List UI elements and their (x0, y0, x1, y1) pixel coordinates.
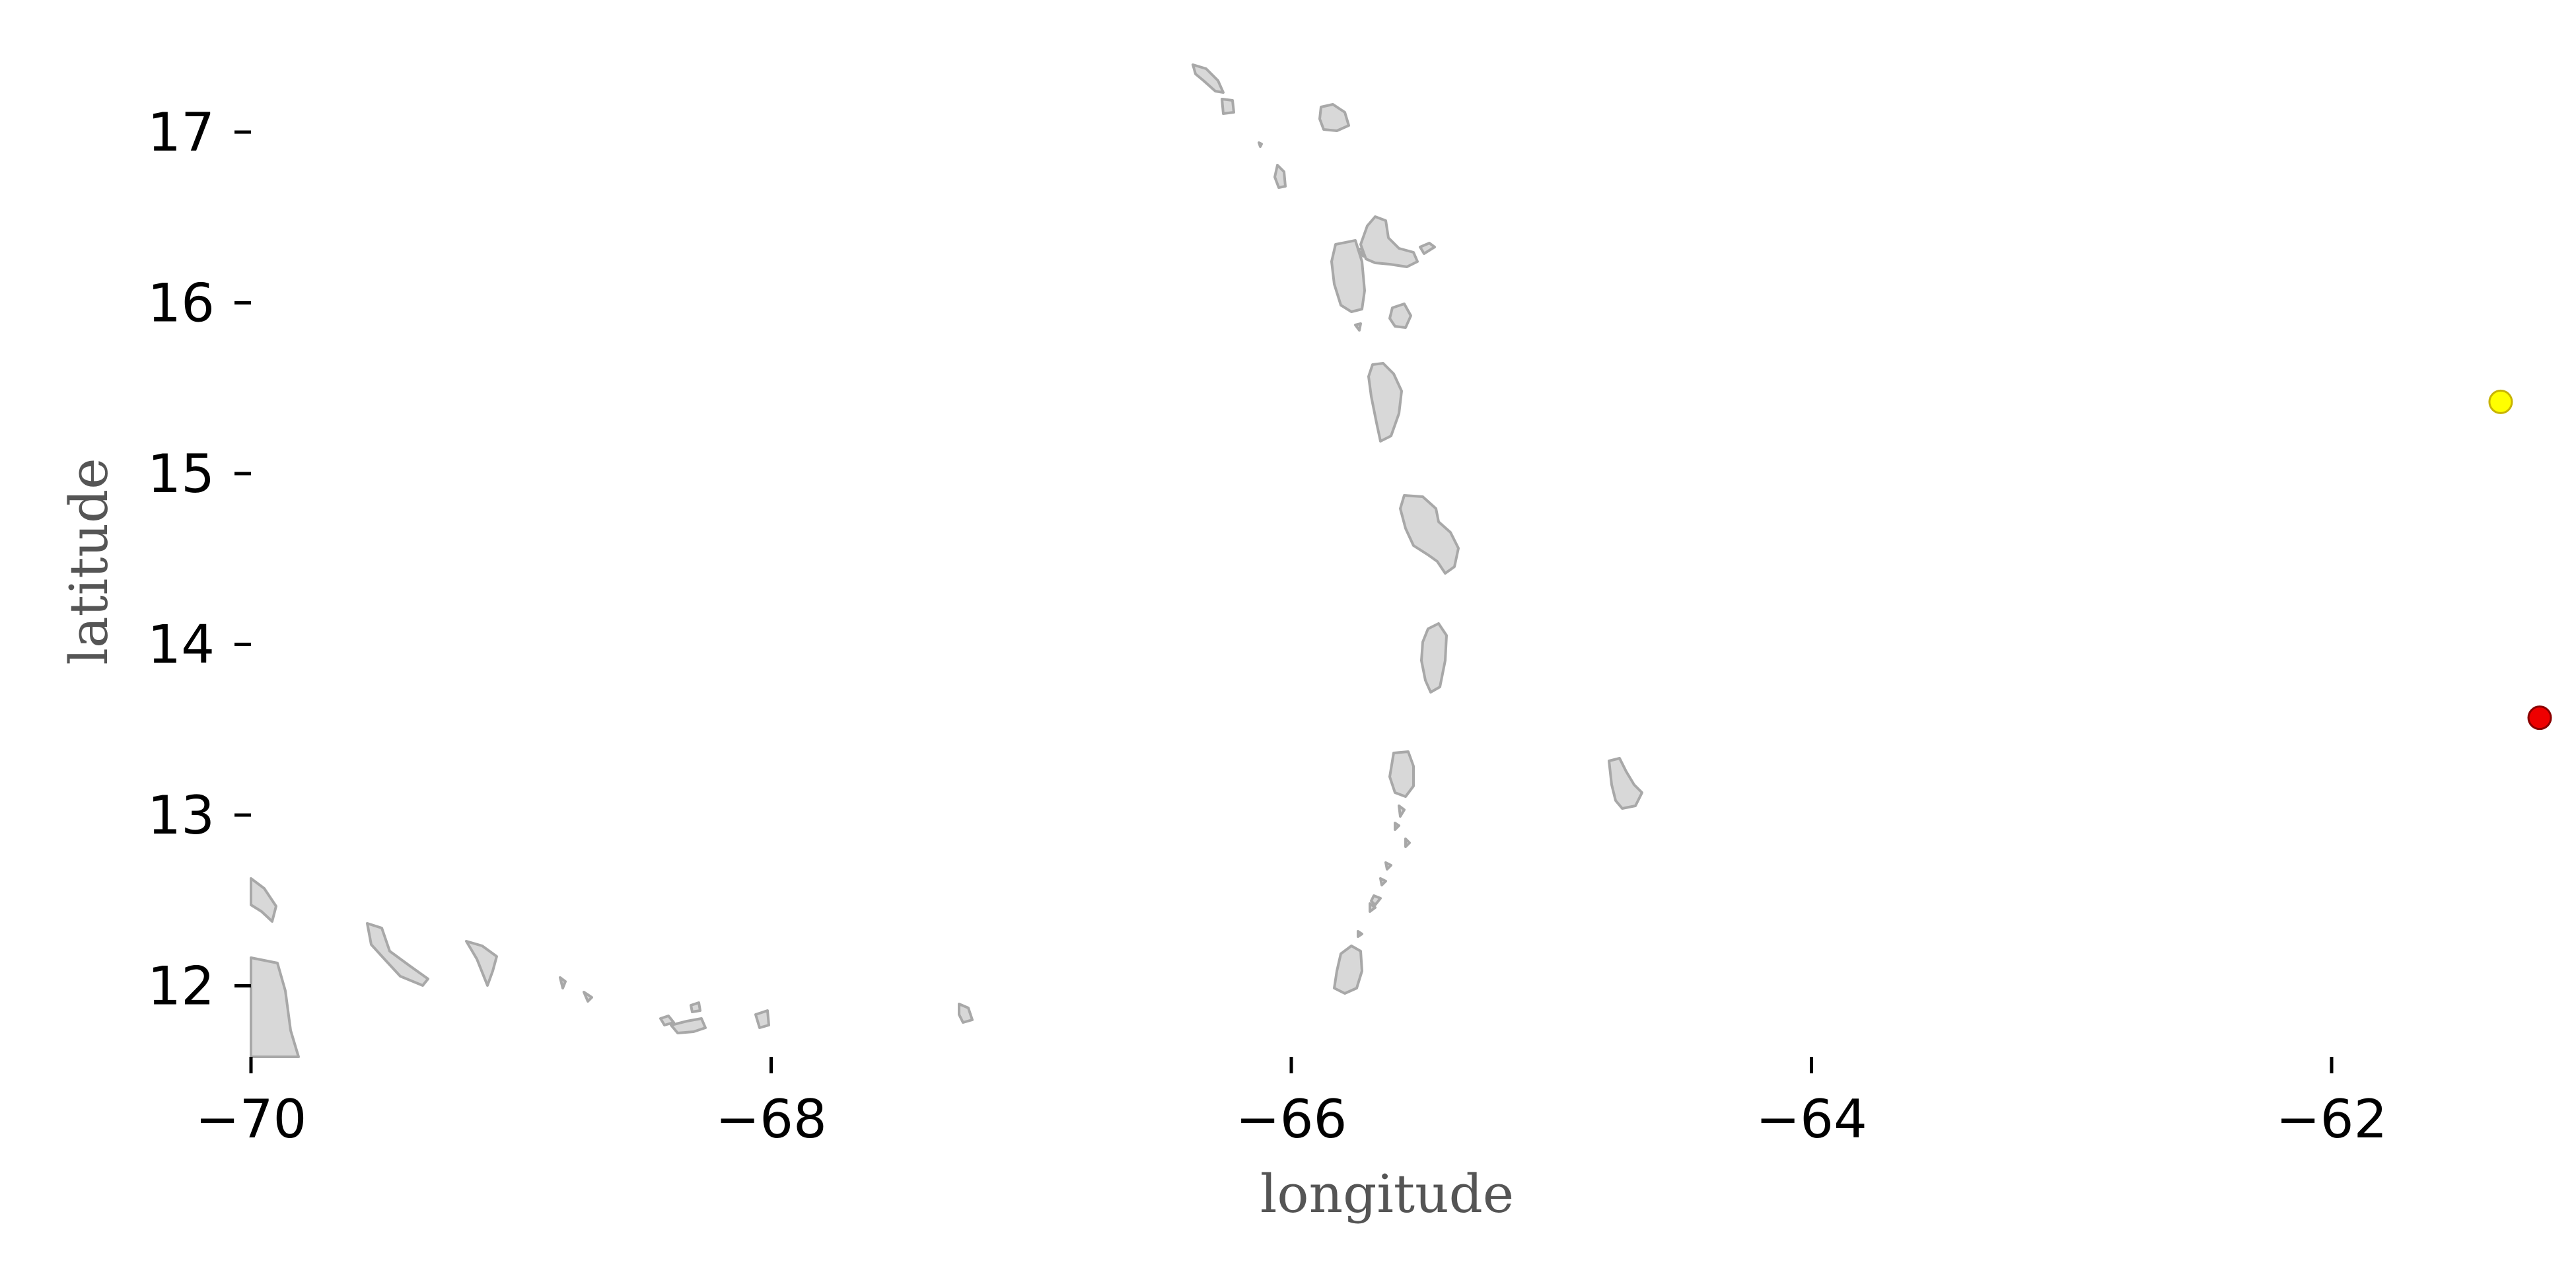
y-axis-title: latitude (58, 458, 120, 664)
island-shape (1420, 622, 1448, 694)
location-marker[interactable] (2488, 389, 2513, 414)
island-shape (958, 1003, 974, 1024)
island-shape (690, 1001, 701, 1013)
y-tick-label: 16 (147, 273, 215, 334)
island-shape (1258, 141, 1263, 148)
island-shape (1359, 215, 1419, 268)
marker-layer (2488, 389, 2552, 731)
island-shape (1384, 861, 1392, 871)
y-tick-label: 13 (147, 785, 215, 846)
y-tick-label: 17 (147, 102, 215, 163)
island-shape (583, 991, 593, 1003)
island-shape (1357, 930, 1363, 938)
island-shape (1357, 247, 1365, 258)
island-shape (1192, 63, 1225, 94)
island-shape (465, 940, 498, 987)
x-tick-label: −70 (196, 1089, 307, 1150)
x-tick-label: −62 (2276, 1089, 2388, 1150)
y-axis: 12 13 14 15 16 17 (147, 102, 251, 1017)
x-tick-label: −66 (1236, 1089, 1347, 1150)
island-shape (1273, 164, 1287, 189)
island-shape (1370, 894, 1382, 906)
island-shape (1354, 322, 1362, 332)
island-shape (659, 1015, 675, 1026)
island-shape (250, 956, 300, 1058)
x-tick-label: −64 (1756, 1089, 1867, 1150)
x-axis: −70−68−66−64−62−60−58−56−54 (196, 1057, 2388, 1150)
island-shape (559, 976, 567, 989)
island-shape (1419, 242, 1436, 255)
island-shape (1608, 757, 1643, 810)
island-shape (366, 922, 429, 987)
y-tick-label: 15 (147, 443, 215, 505)
island-shape (1367, 362, 1403, 443)
island-shape (1333, 945, 1363, 995)
land-layer (250, 63, 1643, 1058)
island-shape (1369, 902, 1377, 913)
island-shape (1221, 98, 1235, 115)
location-marker[interactable] (2527, 705, 2552, 731)
island-shape (1394, 822, 1400, 831)
island-shape (250, 877, 277, 923)
island-shape (1399, 494, 1460, 575)
island-shape (1379, 877, 1387, 886)
y-tick-label: 14 (147, 614, 215, 676)
island-shape (1404, 838, 1411, 848)
island-shape (1398, 805, 1406, 818)
island-shape (754, 1009, 770, 1029)
island-shape (670, 1017, 707, 1034)
x-axis-title: longitude (1260, 1163, 1514, 1225)
island-shape (1388, 750, 1415, 798)
island-shape (1388, 303, 1412, 329)
island-shape (1318, 103, 1350, 132)
x-tick-label: −68 (715, 1089, 827, 1150)
y-tick-label: 12 (147, 956, 215, 1017)
